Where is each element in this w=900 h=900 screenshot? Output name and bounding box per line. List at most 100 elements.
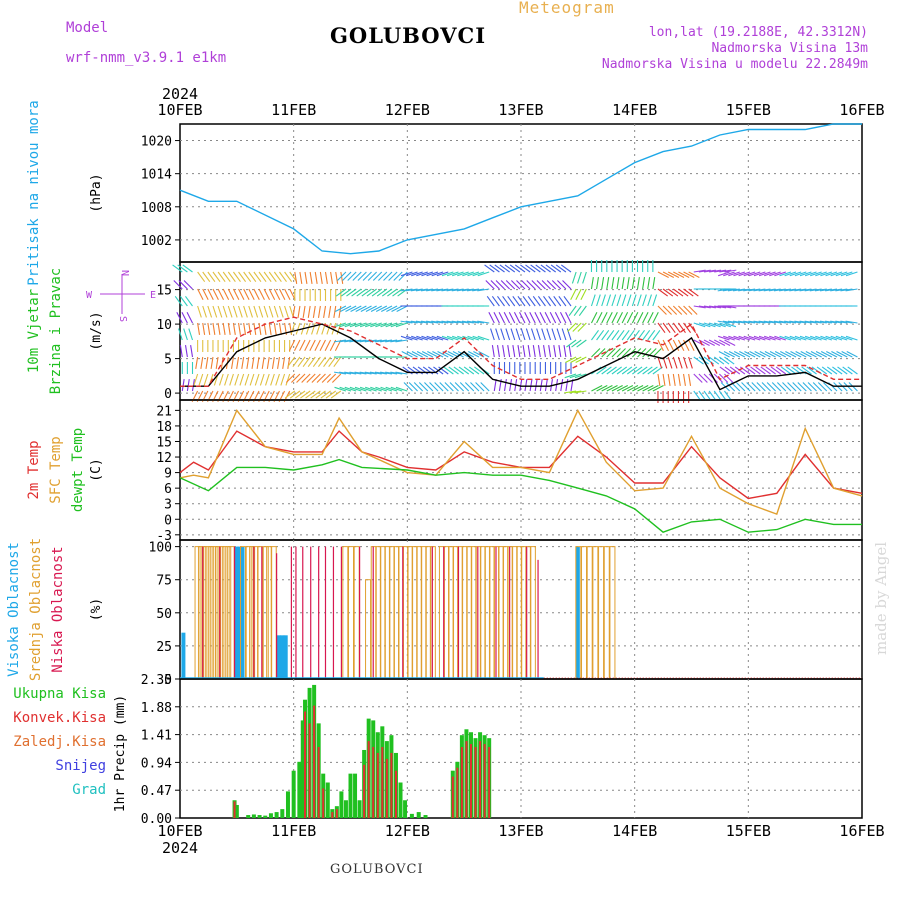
wind-arrow	[574, 373, 587, 379]
wind-arrow	[395, 322, 408, 328]
wind-arrow	[297, 356, 306, 368]
wind-arrow	[790, 351, 802, 358]
wind-axis-label: (m/s)	[89, 311, 104, 350]
wind-arrow	[181, 312, 188, 324]
wind-arrow	[532, 295, 541, 307]
wind-arrow	[212, 271, 221, 283]
wind-arrow	[693, 269, 706, 273]
precipitation-y-tick-label: 2.35	[141, 673, 172, 688]
wind-arrow	[207, 305, 213, 318]
wind-arrow	[564, 373, 577, 379]
wind-arrow	[461, 320, 474, 324]
wind-arrow	[678, 271, 690, 278]
wind-arrow	[441, 320, 454, 324]
wind-arrow	[437, 351, 449, 358]
wind-arrow	[432, 351, 444, 358]
wind-arrow	[278, 288, 286, 300]
wind-arrow	[268, 305, 274, 318]
wind-arrow	[815, 351, 828, 358]
wind-arrow	[738, 335, 751, 341]
wind-arrow	[825, 271, 838, 277]
wind-arrow	[334, 386, 347, 392]
wind-arrow	[459, 382, 470, 392]
pressure-panel: 1002 1008 1014 1020 (hPa) Pritisak na nivou m…	[26, 100, 863, 286]
precip-bar	[465, 741, 468, 818]
wind-arrow	[478, 351, 490, 358]
wind-arrow	[321, 373, 331, 383]
wind-arrow	[657, 356, 663, 369]
wind-arrow	[504, 264, 516, 273]
wind-arrow	[268, 288, 276, 300]
wind-arrow	[590, 312, 598, 324]
wind-arrow	[193, 373, 199, 386]
wind-series-line	[180, 323, 862, 391]
wind-arrow	[212, 305, 218, 318]
precip-bar	[456, 767, 459, 818]
wind-arrow	[241, 356, 245, 369]
wind-arrow	[475, 382, 485, 392]
wind-arrow	[642, 277, 646, 290]
wind-arrow	[529, 379, 533, 392]
precip-bar	[372, 747, 375, 818]
cloud-bar	[240, 546, 245, 679]
wind-arrow	[390, 339, 403, 343]
wind-arrow	[662, 271, 675, 278]
precip-bar	[363, 764, 366, 818]
wind-arrow	[568, 345, 572, 358]
wind-arrow	[421, 335, 434, 341]
wind-arrow	[713, 390, 722, 402]
wind-arrow	[261, 356, 265, 369]
wind-arrow	[344, 386, 357, 392]
wind-arrow	[238, 305, 243, 318]
wind-arrow	[825, 288, 838, 292]
wind-arrow	[835, 335, 848, 341]
wind-arrow	[840, 320, 853, 324]
wind-arrow	[596, 312, 603, 324]
wind-arrow	[395, 339, 408, 343]
temperature-y-tick-label: -3	[156, 529, 172, 544]
wind-arrow	[804, 271, 817, 277]
wind-arrow	[467, 288, 480, 292]
wind-arrow	[431, 288, 444, 292]
wind-arrow	[179, 345, 183, 358]
wind-arrow	[178, 280, 188, 290]
wind-arrow	[431, 335, 444, 341]
wind-arrow	[836, 351, 848, 358]
precip-bar	[233, 801, 236, 818]
wind-arrow	[328, 305, 332, 318]
wind-arrow	[745, 366, 756, 375]
wind-arrow	[494, 264, 505, 273]
wind-arrow	[733, 351, 746, 358]
wind-arrow	[708, 339, 721, 346]
wind-arrow	[724, 356, 735, 365]
wind-arrow	[278, 305, 284, 318]
wind-arrow	[375, 305, 388, 312]
wind-arrow	[662, 322, 671, 334]
wind-arrow	[232, 271, 241, 283]
precip-bar	[313, 705, 316, 818]
wind-arrow	[198, 373, 204, 386]
pressure-series-line	[179, 123, 862, 255]
wind-arrow	[732, 288, 746, 292]
wind-arrow	[611, 348, 621, 358]
wind-arrow	[207, 271, 216, 283]
wind-arrow	[515, 328, 521, 341]
wind-arrow	[724, 269, 737, 273]
wind-arrow	[810, 351, 822, 358]
wind-arrow	[546, 328, 552, 341]
wind-arrow	[359, 386, 372, 392]
wind-arrow	[446, 271, 459, 277]
temperature-series-line	[179, 408, 863, 516]
wind-arrow	[642, 366, 653, 375]
wind-arrow	[490, 280, 500, 290]
wind-arrow	[698, 269, 711, 273]
wind-arrow	[769, 335, 781, 341]
wind-arrow	[505, 328, 511, 341]
wind-arrow	[724, 339, 736, 346]
wind-arrow	[708, 390, 717, 402]
wind-arrow	[794, 271, 807, 277]
wind-arrow	[746, 382, 756, 392]
wind-arrow	[718, 373, 729, 383]
wind-arrow	[753, 288, 766, 292]
wind-arrow	[718, 351, 730, 358]
